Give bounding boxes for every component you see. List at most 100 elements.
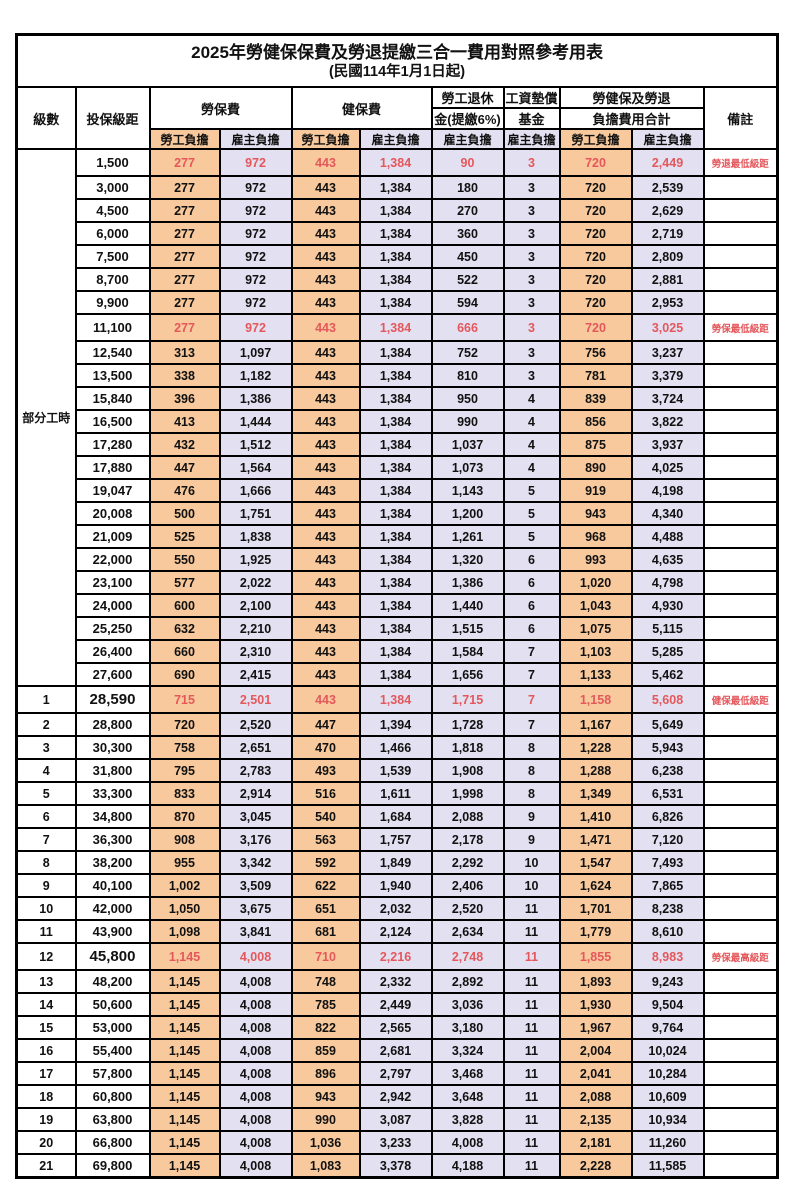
- cell-wage-fund-employer: 11: [502, 992, 561, 1017]
- table-row: 6,000 277 972 443 1,384 360 3 720 2,719: [17, 221, 779, 246]
- cell-total-employee: 2,228: [558, 1153, 633, 1179]
- cell-remark: [702, 198, 779, 223]
- cell-insured-bracket: 23,100: [74, 570, 151, 595]
- cell-labor-employer: 2,100: [218, 593, 293, 618]
- cell-wage-fund-employer: 10: [502, 873, 561, 898]
- cell-total-employer: 2,881: [630, 267, 705, 292]
- cell-total-employer: 7,120: [630, 827, 705, 852]
- cell-remark: [702, 455, 779, 480]
- cell-health-employer: 3,233: [358, 1130, 433, 1155]
- cell-wage-fund-employer: 5: [502, 478, 561, 503]
- cell-total-employee: 781: [558, 363, 633, 388]
- cell-insured-bracket: 26,400: [74, 639, 151, 664]
- cell-total-employee: 1,043: [558, 593, 633, 618]
- cell-pension-employer: 3,036: [430, 992, 505, 1017]
- cell-insured-bracket: 27,600: [74, 662, 151, 687]
- cell-insured-bracket: 3,000: [74, 175, 151, 200]
- cell-level: 10: [15, 896, 77, 921]
- cell-health-employer: 1,384: [358, 386, 433, 411]
- cell-labor-employer: 3,509: [218, 873, 293, 898]
- table-title-cell: 2025年勞健保保費及勞退提繳三合一費用對照參考用表 (民國114年1月1日起): [15, 33, 779, 88]
- cell-level: 4: [15, 758, 77, 783]
- cell-wage-fund-employer: 3: [502, 198, 561, 223]
- cell-total-employee: 1,410: [558, 804, 633, 829]
- cell-total-employer: 10,024: [630, 1038, 705, 1063]
- cell-remark: [702, 409, 779, 434]
- table-row: 7 36,300 908 3,176 563 1,757 2,178 9 1,471 7,120: [15, 827, 779, 852]
- table-row: 16,500 413 1,444 443 1,384 990 4 856 3,822: [17, 409, 779, 434]
- cell-health-employer: 2,216: [358, 942, 433, 971]
- cell-labor-employee: 758: [148, 735, 221, 760]
- cell-insured-bracket: 31,800: [74, 758, 151, 783]
- cell-health-employee: 493: [290, 758, 361, 783]
- cell-health-employer: 1,384: [358, 221, 433, 246]
- cell-health-employee: 1,083: [290, 1153, 361, 1179]
- cell-wage-fund-employer: 3: [502, 221, 561, 246]
- table-row: 27,600 690 2,415 443 1,384 1,656 7 1,133 5,462: [17, 662, 779, 687]
- cell-level: 18: [15, 1084, 77, 1109]
- cell-remark: [702, 1130, 779, 1155]
- cell-wage-fund-employer: 3: [502, 148, 561, 177]
- cell-labor-employee: 1,050: [148, 896, 221, 921]
- cell-health-employee: 443: [290, 524, 361, 549]
- cell-labor-employee: 720: [148, 712, 221, 737]
- cell-remark: [702, 969, 779, 994]
- cell-wage-fund-employer: 11: [502, 942, 561, 971]
- cell-health-employer: 1,384: [358, 340, 433, 365]
- cell-insured-bracket: 16,500: [74, 409, 151, 434]
- table-row: 8 38,200 955 3,342 592 1,849 2,292 10 1,547 7,493: [15, 850, 779, 875]
- cell-pension-employer: 2,892: [430, 969, 505, 994]
- cell-labor-employee: 600: [148, 593, 221, 618]
- cell-total-employer: 5,285: [630, 639, 705, 664]
- cell-labor-employee: 277: [148, 221, 221, 246]
- cell-health-employer: 1,849: [358, 850, 433, 875]
- cell-health-employer: 1,384: [358, 478, 433, 503]
- cell-total-employee: 1,075: [558, 616, 633, 641]
- cell-health-employee: 785: [290, 992, 361, 1017]
- cell-labor-employer: 972: [218, 148, 293, 177]
- cell-pension-employer: 950: [430, 386, 505, 411]
- cell-level: 14: [15, 992, 77, 1017]
- cell-pension-employer: 180: [430, 175, 505, 200]
- cell-wage-fund-employer: 3: [502, 313, 561, 342]
- cell-total-employer: 5,608: [630, 685, 705, 714]
- cell-wage-fund-employer: 4: [502, 409, 561, 434]
- table-row: 21,009 525 1,838 443 1,384 1,261 5 968 4,488: [17, 524, 779, 549]
- cell-health-employee: 592: [290, 850, 361, 875]
- cell-labor-employer: 2,310: [218, 639, 293, 664]
- header-total-line2: 負擔費用合計: [558, 107, 705, 130]
- cell-health-employer: 2,681: [358, 1038, 433, 1063]
- cell-labor-employee: 500: [148, 501, 221, 526]
- cell-remark: [702, 432, 779, 457]
- cell-total-employer: 10,284: [630, 1061, 705, 1086]
- cell-wage-fund-employer: 4: [502, 386, 561, 411]
- cell-wage-fund-employer: 7: [502, 639, 561, 664]
- cell-total-employee: 1,471: [558, 827, 633, 852]
- cell-health-employee: 443: [290, 570, 361, 595]
- table-row: 6 34,800 870 3,045 540 1,684 2,088 9 1,410 6,826: [15, 804, 779, 829]
- cell-total-employer: 6,238: [630, 758, 705, 783]
- cell-total-employer: 8,983: [630, 942, 705, 971]
- cell-health-employer: 1,384: [358, 244, 433, 269]
- cell-wage-fund-employer: 11: [502, 919, 561, 944]
- cell-health-employer: 1,384: [358, 501, 433, 526]
- cell-remark: [702, 244, 779, 269]
- cell-labor-employee: 313: [148, 340, 221, 365]
- cell-insured-bracket: 8,700: [74, 267, 151, 292]
- cell-health-employee: 651: [290, 896, 361, 921]
- cell-health-employee: 681: [290, 919, 361, 944]
- cell-labor-employee: 690: [148, 662, 221, 687]
- cell-total-employee: 720: [558, 198, 633, 223]
- table-row: 2 28,800 720 2,520 447 1,394 1,728 7 1,167 5,649: [15, 712, 779, 737]
- cell-level: 1: [15, 685, 77, 714]
- cell-insured-bracket: 17,280: [74, 432, 151, 457]
- cell-wage-fund-employer: 11: [502, 1153, 561, 1179]
- cell-pension-employer: 90: [430, 148, 505, 177]
- cell-insured-bracket: 4,500: [74, 198, 151, 223]
- cell-remark: [702, 616, 779, 641]
- cell-labor-employee: 476: [148, 478, 221, 503]
- cell-labor-employer: 4,008: [218, 942, 293, 971]
- cell-remark: [702, 524, 779, 549]
- cell-labor-employer: 2,501: [218, 685, 293, 714]
- table-row: 20,008 500 1,751 443 1,384 1,200 5 943 4,340: [17, 501, 779, 526]
